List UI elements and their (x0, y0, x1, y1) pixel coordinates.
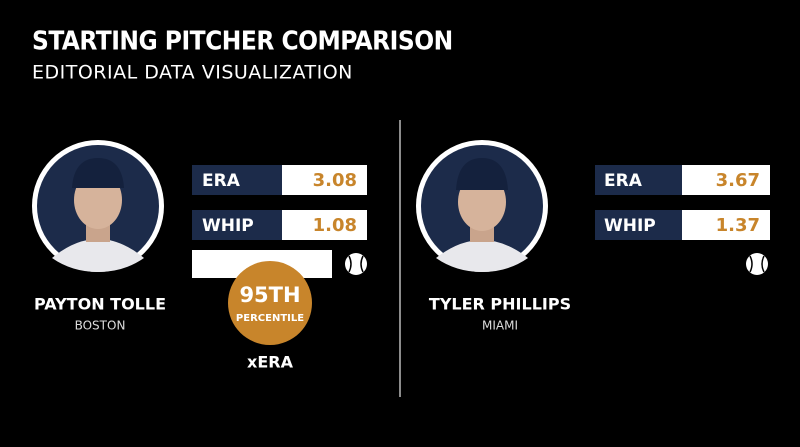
baseball-icon (746, 253, 768, 275)
stat-label: ERA (202, 171, 241, 191)
stat-value: 3.08 (313, 170, 357, 191)
baseball-icon (345, 253, 367, 275)
stat-value: 3.67 (716, 170, 760, 191)
badge-metric: xERA (247, 353, 294, 372)
stat-label: ERA (604, 171, 643, 191)
stat-value-box (282, 210, 367, 240)
stat-label-box (595, 210, 682, 240)
stat-label-box (192, 210, 282, 240)
stat-label-box (595, 165, 682, 195)
stat-value: 1.37 (716, 215, 760, 236)
stat-value-box (682, 210, 770, 240)
player-team: MIAMI (482, 319, 518, 333)
stat-value: 1.08 (313, 215, 357, 236)
player-name: PAYTON TOLLE (34, 295, 166, 314)
badge-rank: 95TH (239, 283, 300, 307)
player-photo (32, 140, 164, 272)
title: STARTING PITCHER COMPARISON (32, 27, 453, 57)
badge-text: PERCENTILE (236, 313, 304, 324)
stat-label: WHIP (604, 216, 656, 236)
percentile-badge (228, 261, 312, 345)
stat-value-box (282, 165, 367, 195)
player-team: BOSTON (75, 319, 126, 333)
player-photo (416, 140, 548, 272)
stat-label: WHIP (202, 216, 254, 236)
stat-label-box (192, 165, 282, 195)
player-name: TYLER PHILLIPS (429, 295, 571, 314)
stat-value-box (682, 165, 770, 195)
subtitle: EDITORIAL DATA VISUALIZATION (32, 62, 353, 84)
